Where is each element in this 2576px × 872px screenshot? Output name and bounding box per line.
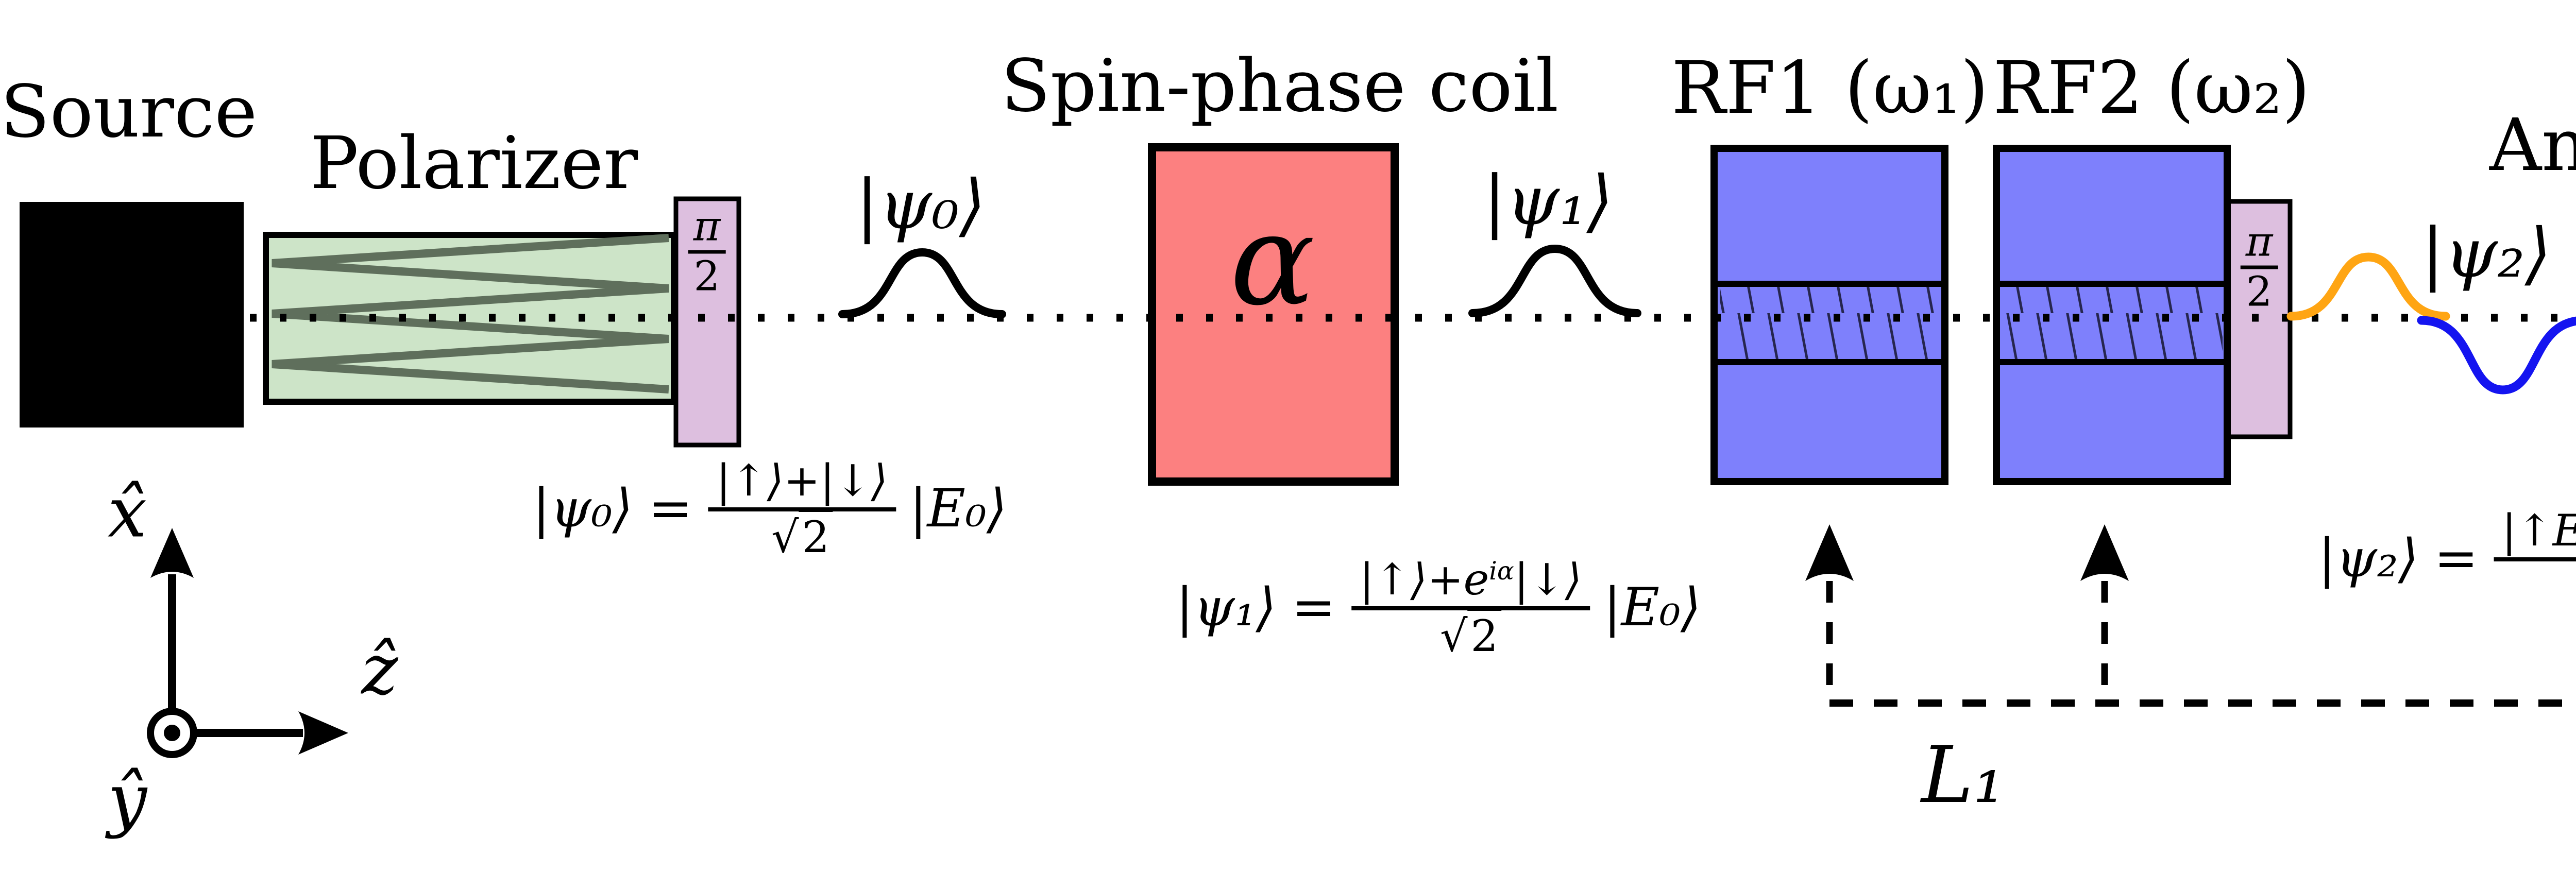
z-axis-label: ẑ: [361, 629, 398, 710]
psi2-formula: |ψ₂⟩ = |↑E+⟩+ei(α+ωmt)|↓E−⟩ √2: [2318, 509, 2576, 609]
psi1-wavepacket: [1468, 244, 1641, 317]
psi0-formula-denominator: √2: [771, 508, 833, 562]
pi2-plate-1: [673, 196, 741, 448]
equals-sign: =: [648, 478, 692, 539]
x-axis-arrowhead: [150, 528, 194, 578]
equals-sign: =: [2434, 528, 2479, 589]
spin-phase-coil-box: [1148, 143, 1399, 486]
sqrt-sign: √: [771, 512, 799, 562]
psi0-formula: |ψ₀⟩ = |↑⟩+|↓⟩ √2 |E₀⟩: [532, 459, 1007, 562]
source-label: Source: [0, 70, 258, 154]
rf2-label: RF2 (ω₂): [1993, 46, 2310, 130]
psi1-formula-numerator: |↑⟩+eiα|↓⟩: [1351, 558, 1590, 610]
psi2-formula-fraction: |↑E+⟩+ei(α+ωmt)|↓E−⟩ √2: [2494, 509, 2576, 609]
psi2-ket-label: |ψ₂⟩: [2421, 214, 2552, 293]
psi1-formula-fraction: |↑⟩+eiα|↓⟩ √2: [1351, 558, 1590, 661]
rf2-marker-arrowhead: [2080, 524, 2129, 581]
psi0-formula-fraction: |↑⟩+|↓⟩ √2: [707, 459, 896, 562]
psi2-num-part-a: |↑E: [2502, 505, 2576, 556]
y-axis-label: ŷ: [107, 759, 147, 840]
spin-phase-symbol: α: [1230, 186, 1315, 334]
psi1-phase-exponent: iα: [1489, 557, 1514, 586]
psi1-formula-lhs: |ψ₁⟩: [1176, 577, 1277, 638]
coordinate-axes: [147, 528, 348, 758]
rf1-hatch-band: [1720, 287, 1940, 359]
polarizer-label: Polarizer: [310, 122, 638, 206]
sqrt-radicand: 2: [799, 508, 833, 562]
psi2-up-wavepacket-orange: [2286, 252, 2450, 321]
psi1-num-part-a: |↑⟩+e: [1359, 554, 1489, 605]
psi2-formula-numerator: |↑E+⟩+ei(α+ωmt)|↓E−⟩: [2494, 509, 2576, 561]
psi1-formula-denominator: √2: [1440, 607, 1501, 661]
psi0-formula-lhs: |ψ₀⟩: [532, 478, 633, 539]
pi2-plate-2-fraction: π 2: [2240, 221, 2278, 316]
psi2-down-wavepacket-blue: [2417, 316, 2576, 395]
pi2-1-numerator: π: [688, 206, 726, 254]
psi0-formula-energy-ket: |E₀⟩: [909, 478, 1007, 539]
psi1-formula: |ψ₁⟩ = |↑⟩+eiα|↓⟩ √2 |E₀⟩: [1176, 558, 1701, 661]
equals-sign: =: [1292, 577, 1336, 638]
rf1-marker-arrowhead: [1805, 524, 1854, 581]
sqrt-sign: √: [1440, 611, 1468, 661]
psi1-ket-label: |ψ₁⟩: [1483, 161, 1614, 241]
pi2-plate-1-fraction: π 2: [688, 206, 726, 297]
polarizer-zigzag: [272, 234, 669, 394]
pi2-1-denominator: 2: [693, 252, 720, 300]
spin-phase-coil-label: Spin-phase coil: [1001, 44, 1559, 128]
pi2-2-denominator: 2: [2246, 267, 2273, 316]
psi0-formula-numerator: |↑⟩+|↓⟩: [707, 459, 896, 511]
y-axis-out-of-page-dot: [164, 725, 180, 741]
rf2-coil: [1993, 145, 2231, 485]
source-box: [20, 202, 244, 428]
rf1-label: RF1 (ω₁): [1671, 46, 1989, 130]
analyzer-label: Analyzer: [2489, 104, 2576, 187]
psi2-formula-lhs: |ψ₂⟩: [2318, 528, 2419, 589]
length-markers: [1805, 524, 2576, 707]
rf2-hatch-band: [2002, 287, 2223, 359]
psi0-ket-label: |ψ₀⟩: [855, 165, 986, 245]
l1-label: L₁: [1921, 729, 2005, 820]
psi1-num-part-b: |↓⟩: [1514, 554, 1582, 605]
psi1-formula-energy-ket: |E₀⟩: [1603, 577, 1701, 638]
z-axis-arrowhead: [298, 711, 348, 755]
sqrt-radicand: 2: [1467, 607, 1501, 661]
pi2-2-numerator: π: [2240, 221, 2278, 269]
x-axis-label: x̂: [107, 472, 147, 553]
psi0-wavepacket: [838, 248, 1006, 318]
